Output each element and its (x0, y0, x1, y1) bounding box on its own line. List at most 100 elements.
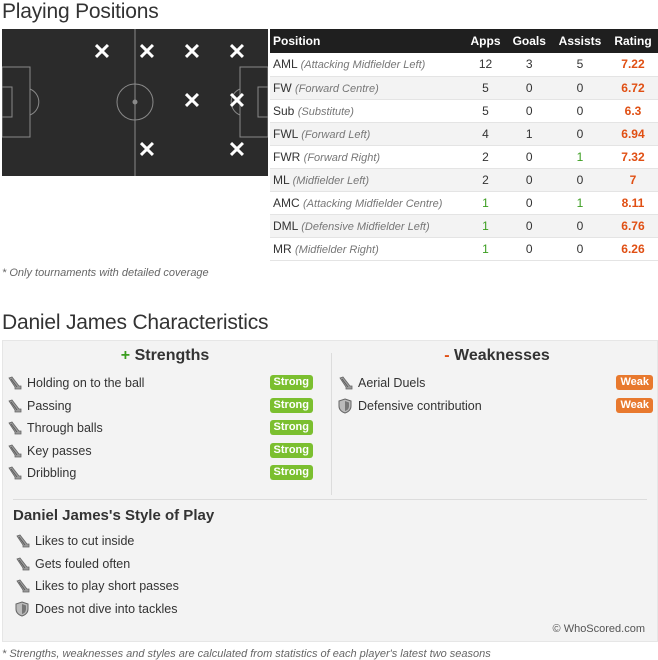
position-full-name: (Forward Left) (301, 128, 371, 141)
table-row: Sub (Substitute) 5 0 0 6.3 (270, 99, 658, 123)
table-row: MR (Midfielder Right) 1 0 0 6.26 (270, 237, 658, 261)
position-code: FWL (273, 126, 298, 141)
boot-icon (15, 533, 31, 549)
assists-cell: 1 (552, 191, 608, 215)
boot-icon (15, 578, 31, 594)
position-mark-icon: ✕ (137, 137, 157, 162)
position-code: DML (273, 218, 298, 233)
style-item-label: Does not dive into tackles (35, 601, 178, 616)
position-code: FW (273, 80, 292, 95)
rating-cell: 7.22 (607, 53, 658, 77)
goals-cell: 0 (506, 191, 553, 215)
assists-cell: 0 (552, 76, 608, 100)
position-full-name: (Midfielder Right) (295, 243, 379, 256)
level-badge: Strong (269, 420, 313, 435)
header-apps[interactable]: Apps (464, 29, 507, 53)
weakness-item: Defensive contribution (338, 396, 482, 416)
apps-cell: 4 (464, 122, 507, 146)
boot-icon (7, 375, 23, 391)
position-code: MR (273, 241, 292, 256)
strength-item-label: Key passes (27, 443, 92, 458)
style-of-play-title: Daniel James's Style of Play (13, 507, 215, 524)
rating-cell: 6.76 (607, 214, 658, 238)
goals-cell: 0 (506, 99, 553, 123)
header-goals[interactable]: Goals (506, 29, 553, 53)
position-mark-icon: ✕ (227, 39, 247, 64)
position-mark-icon: ✕ (227, 88, 247, 113)
position-cell: FWR (Forward Right) (270, 145, 465, 169)
rating-cell: 6.94 (607, 122, 658, 146)
table-row: AMC (Attacking Midfielder Centre) 1 0 1 8.11 (270, 191, 658, 215)
column-divider (331, 353, 332, 495)
pitch-diagram: ✕ ✕ ✕ ✕ ✕ ✕ ✕ ✕ (2, 29, 268, 176)
position-full-name: (Forward Right) (303, 151, 381, 164)
style-item: Does not dive into tackles (15, 599, 177, 619)
coverage-note: * Only tournaments with detailed coverag… (2, 267, 209, 279)
position-full-name: (Forward Centre) (295, 82, 379, 95)
section-title-positions: Playing Positions (2, 0, 159, 23)
position-code: AMC (273, 195, 300, 210)
assists-cell: 0 (552, 122, 608, 146)
header-assists[interactable]: Assists (552, 29, 608, 53)
level-badge: Weak (616, 375, 653, 390)
position-full-name: (Defensive Midfielder Left) (301, 220, 430, 233)
apps-cell: 1 (464, 214, 507, 238)
weaknesses-heading: - Weaknesses (335, 347, 658, 365)
position-code: FWR (273, 149, 301, 164)
weakness-item-label: Aerial Duels (358, 376, 426, 390)
position-cell: AMC (Attacking Midfielder Centre) (270, 191, 465, 215)
apps-cell: 5 (464, 99, 507, 123)
level-badge: Strong (269, 442, 313, 458)
table-row: DML (Defensive Midfielder Left) 1 0 0 6.76 (270, 214, 658, 238)
position-mark-icon: ✕ (182, 88, 202, 113)
assists-cell: 0 (552, 168, 608, 192)
boot-icon (7, 420, 23, 436)
apps-cell: 2 (464, 168, 507, 192)
assists-cell: 0 (552, 214, 608, 238)
level-badge: Weak (616, 397, 653, 413)
position-code: Sub (273, 103, 295, 118)
position-mark-icon: ✕ (137, 39, 157, 64)
boot-icon (7, 398, 23, 414)
strength-item-label: Passing (27, 398, 72, 413)
position-cell: AML (Attacking Midfielder Left) (270, 53, 465, 77)
assists-cell: 0 (552, 237, 608, 261)
position-mark-icon: ✕ (92, 39, 112, 64)
minus-sign: - (444, 347, 450, 364)
rating-cell: 6.72 (607, 76, 658, 100)
assists-cell: 5 (552, 53, 608, 77)
goals-cell: 0 (506, 168, 553, 192)
strength-item: Dribbling (7, 463, 76, 483)
strength-item-label: Holding on to the ball (27, 376, 145, 390)
boot-icon (7, 465, 23, 481)
pitch-lines (2, 29, 268, 176)
position-code: AML (273, 57, 298, 72)
boot-icon (7, 443, 23, 459)
position-cell: DML (Defensive Midfielder Left) (270, 214, 465, 238)
style-item: Likes to play short passes (15, 576, 179, 596)
table-row: FWL (Forward Left) 4 1 0 6.94 (270, 122, 658, 146)
weakness-item: Aerial Duels (338, 373, 425, 393)
strength-item: Through balls (7, 418, 103, 438)
rating-cell: 6.3 (607, 99, 658, 123)
style-item-label: Likes to play short passes (35, 579, 179, 593)
weakness-item-label: Defensive contribution (358, 398, 482, 413)
weaknesses-label: Weaknesses (454, 347, 550, 364)
strength-item: Key passes (7, 441, 92, 461)
assists-cell: 0 (552, 99, 608, 123)
position-cell: Sub (Substitute) (270, 99, 465, 123)
characteristics-panel: + Strengths - Weaknesses Holding on to t… (2, 340, 658, 642)
header-position[interactable]: Position (270, 29, 465, 53)
level-badge: Strong (269, 397, 313, 413)
characteristics-footnote: * Strengths, weaknesses and styles are c… (2, 648, 491, 660)
shield-icon (15, 600, 31, 617)
apps-cell: 1 (464, 191, 507, 215)
boot-icon (338, 375, 354, 391)
position-mark-icon: ✕ (182, 39, 202, 64)
position-full-name: (Attacking Midfielder Left) (300, 59, 426, 72)
table-row: FW (Forward Centre) 5 0 0 6.72 (270, 76, 658, 100)
header-rating[interactable]: Rating (607, 29, 658, 53)
apps-cell: 12 (464, 53, 507, 77)
style-item: Gets fouled often (15, 554, 130, 574)
position-cell: FWL (Forward Left) (270, 122, 465, 146)
